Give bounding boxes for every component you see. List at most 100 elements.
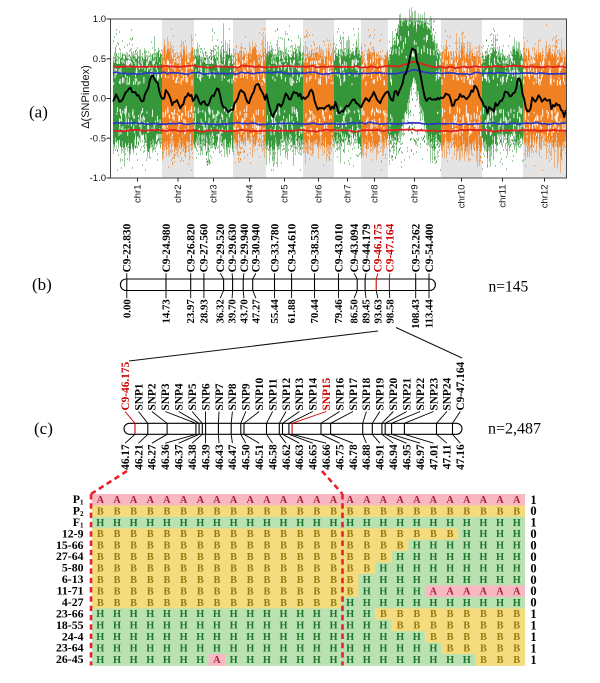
svg-text:C9-29.520: C9-29.520	[215, 223, 227, 272]
svg-text:Δ(SNPindex): Δ(SNPindex)	[80, 65, 92, 129]
svg-text:HHHHHHHHHHHHHHHHHHHHH: HHHHHHHHHHHHHHHHHHHHH	[96, 644, 437, 655]
svg-text:61.88: 61.88	[286, 299, 298, 324]
svg-text:0.0: 0.0	[93, 94, 106, 105]
svg-text:SNP17: SNP17	[348, 378, 360, 411]
svg-text:27-64: 27-64	[56, 549, 84, 563]
svg-text:4-27: 4-27	[62, 595, 84, 609]
svg-text:SNP8: SNP8	[227, 383, 239, 410]
svg-text:47.11: 47.11	[442, 444, 454, 469]
svg-text:86.50: 86.50	[349, 299, 361, 323]
svg-text:12-9: 12-9	[62, 526, 84, 540]
svg-text:C9-52.262: C9-52.262	[411, 223, 423, 272]
svg-text:(c): (c)	[34, 419, 53, 438]
svg-text:n=145: n=145	[489, 279, 529, 296]
svg-text:SNP4: SNP4	[174, 383, 186, 410]
svg-text:SNP5: SNP5	[187, 383, 199, 410]
svg-text:SNP1: SNP1	[133, 383, 145, 410]
svg-text:0: 0	[530, 573, 536, 587]
svg-text:11-71: 11-71	[57, 584, 84, 598]
svg-text:chr3: chr3	[209, 185, 220, 203]
svg-text:SNP18: SNP18	[361, 378, 373, 411]
svg-text:SNP11: SNP11	[267, 378, 279, 410]
svg-text:46.75: 46.75	[334, 444, 346, 470]
svg-text:chr2: chr2	[173, 185, 184, 203]
svg-text:BBBBBBBBBBBBBBBBBBB: BBBBBBBBBBBBBBBBBBB	[97, 541, 404, 552]
svg-text:(b): (b)	[32, 275, 52, 294]
svg-text:46.43: 46.43	[214, 444, 226, 470]
svg-text:chr4: chr4	[245, 185, 256, 203]
svg-text:SNP20: SNP20	[388, 378, 400, 411]
svg-text:1: 1	[530, 493, 536, 507]
svg-text:C9-46.175: C9-46.175	[120, 362, 132, 411]
svg-text:70.44: 70.44	[309, 299, 321, 324]
svg-text:n=2,487: n=2,487	[488, 421, 541, 438]
svg-text:C9-29.630: C9-29.630	[227, 223, 239, 272]
svg-text:C9-44.179: C9-44.179	[361, 223, 373, 272]
svg-text:-1.0: -1.0	[90, 173, 106, 184]
svg-text:C9-26.820: C9-26.820	[186, 223, 198, 272]
svg-text:SNP23: SNP23	[428, 378, 440, 411]
svg-text:1: 1	[530, 653, 536, 667]
svg-text:C9-46.175: C9-46.175	[373, 223, 385, 272]
svg-text:15-66: 15-66	[56, 538, 84, 552]
svg-text:1.0: 1.0	[93, 14, 106, 25]
svg-text:14.73: 14.73	[161, 299, 173, 324]
svg-text:0.00: 0.00	[121, 299, 133, 318]
svg-text:23.97: 23.97	[185, 299, 197, 324]
svg-text:89.45: 89.45	[361, 299, 373, 323]
svg-text:SNP14: SNP14	[308, 378, 320, 411]
svg-text:47.01: 47.01	[428, 444, 440, 470]
svg-text:1: 1	[530, 619, 536, 633]
svg-text:P2: P2	[73, 504, 84, 519]
svg-text:C9-43.094: C9-43.094	[349, 223, 361, 272]
svg-text:46.47: 46.47	[227, 444, 239, 470]
svg-text:46.95: 46.95	[402, 444, 414, 470]
svg-text:BBBBBBBBBBBBBBBBB: BBBBBBBBBBBBBBBBB	[97, 564, 371, 575]
svg-text:39.70: 39.70	[227, 299, 239, 323]
svg-text:26-45: 26-45	[56, 652, 84, 666]
svg-text:55.44: 55.44	[269, 299, 281, 324]
svg-text:C9-22.830: C9-22.830	[122, 223, 134, 272]
svg-text:0: 0	[530, 527, 536, 541]
svg-text:113.44: 113.44	[424, 299, 436, 329]
svg-text:46.97: 46.97	[415, 444, 427, 470]
svg-text:23-66: 23-66	[56, 606, 84, 620]
svg-text:0: 0	[530, 504, 536, 518]
svg-text:0: 0	[530, 596, 536, 610]
svg-text:chr1: chr1	[133, 185, 144, 203]
svg-text:46.66: 46.66	[321, 444, 333, 470]
svg-text:46.17: 46.17	[120, 444, 132, 470]
svg-text:28.93: 28.93	[198, 299, 210, 324]
svg-text:0: 0	[530, 584, 536, 598]
svg-text:5-80: 5-80	[62, 561, 84, 575]
svg-text:SNP22: SNP22	[415, 378, 427, 411]
svg-text:SNP7: SNP7	[214, 383, 226, 410]
svg-text:0: 0	[530, 539, 536, 553]
svg-text:C9-47.164: C9-47.164	[455, 362, 467, 411]
svg-text:P1: P1	[73, 492, 84, 507]
svg-text:46.62: 46.62	[281, 444, 293, 470]
svg-text:C9-43.010: C9-43.010	[333, 223, 345, 272]
svg-text:46.51: 46.51	[254, 444, 266, 470]
svg-text:C9-24.980: C9-24.980	[161, 223, 173, 272]
svg-text:(a): (a)	[29, 103, 48, 122]
svg-text:BBB: BBB	[480, 655, 520, 666]
svg-text:0: 0	[530, 550, 536, 564]
svg-text:chr5: chr5	[280, 185, 291, 203]
svg-text:chr12: chr12	[540, 185, 551, 209]
svg-text:47.27: 47.27	[250, 299, 262, 324]
svg-text:0.5: 0.5	[93, 54, 106, 65]
svg-text:chr11: chr11	[498, 185, 509, 208]
svg-text:46.58: 46.58	[267, 444, 279, 470]
svg-text:chr10: chr10	[457, 185, 468, 209]
svg-text:F1: F1	[73, 515, 84, 530]
svg-text:79.46: 79.46	[333, 299, 345, 324]
svg-text:C9-34.610: C9-34.610	[286, 223, 298, 272]
svg-text:HHHHHHHHHHHHHHHHH: HHHHHHHHHHHHHHHHH	[96, 609, 371, 620]
svg-text:SNP6: SNP6	[200, 383, 212, 410]
svg-text:BBBBB: BBBBB	[447, 644, 521, 655]
svg-text:C9-27.560: C9-27.560	[199, 223, 211, 272]
svg-text:SNP24: SNP24	[442, 378, 454, 411]
svg-text:46.50: 46.50	[241, 444, 253, 470]
svg-text:46.94: 46.94	[388, 444, 400, 470]
